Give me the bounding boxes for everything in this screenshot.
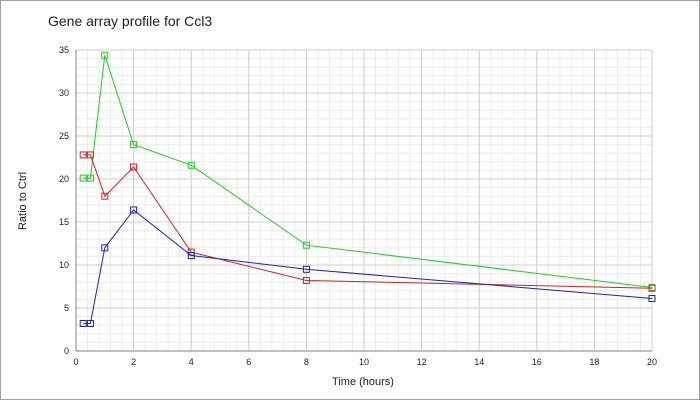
data-point-marker xyxy=(302,265,310,273)
x-axis-label: Time (hours) xyxy=(332,376,394,388)
y-tick-label: 5 xyxy=(64,303,69,313)
data-point-marker xyxy=(79,174,87,182)
data-point-marker xyxy=(187,161,195,169)
series-2 xyxy=(79,151,656,292)
y-tick-label: 25 xyxy=(59,131,69,141)
y-tick-label: 30 xyxy=(59,88,69,98)
x-tick-label: 6 xyxy=(246,357,251,367)
data-point-marker xyxy=(86,151,94,159)
x-tick-label: 14 xyxy=(474,357,484,367)
series-3 xyxy=(79,206,656,327)
y-tick-label: 20 xyxy=(59,174,69,184)
chart-title: Gene array profile for Ccl3 xyxy=(48,13,212,29)
data-point-marker xyxy=(130,206,138,214)
data-point-marker xyxy=(101,244,109,252)
series-line xyxy=(83,55,653,288)
data-point-marker xyxy=(101,51,109,59)
data-point-marker xyxy=(130,163,138,171)
y-tick-label: 0 xyxy=(64,346,69,356)
series-line xyxy=(83,209,653,324)
y-axis-label: Ratio to Ctrl xyxy=(17,172,29,230)
y-tick-label: 15 xyxy=(59,217,69,227)
x-tick-label: 8 xyxy=(304,357,309,367)
series-layer xyxy=(79,51,656,327)
x-tick-label: 18 xyxy=(589,357,599,367)
y-tick-label: 10 xyxy=(59,260,69,270)
x-tick-label: 4 xyxy=(189,357,194,367)
data-point-marker xyxy=(130,141,138,149)
data-point-marker xyxy=(648,284,656,292)
data-point-marker xyxy=(648,295,656,303)
data-point-marker xyxy=(79,151,87,159)
data-point-marker xyxy=(86,319,94,327)
x-tick-label: 2 xyxy=(131,357,136,367)
data-point-marker xyxy=(86,174,94,182)
series-line xyxy=(83,154,653,289)
data-point-marker xyxy=(302,276,310,284)
x-tick-label: 20 xyxy=(647,357,657,367)
x-tick-label: 16 xyxy=(532,357,542,367)
x-tick-label: 10 xyxy=(359,357,369,367)
data-point-marker xyxy=(79,319,87,327)
grid xyxy=(75,49,653,352)
data-point-marker xyxy=(187,252,195,260)
x-tick-label: 0 xyxy=(73,357,78,367)
data-point-marker xyxy=(302,241,310,249)
axes: 0 2 4 6 8 10 12 14 16 18 20 0 5 10 15 20 25 30 35 xyxy=(59,45,657,367)
y-tick-label: 35 xyxy=(59,45,69,55)
data-point-marker xyxy=(101,192,109,200)
x-tick-label: 12 xyxy=(417,357,427,367)
